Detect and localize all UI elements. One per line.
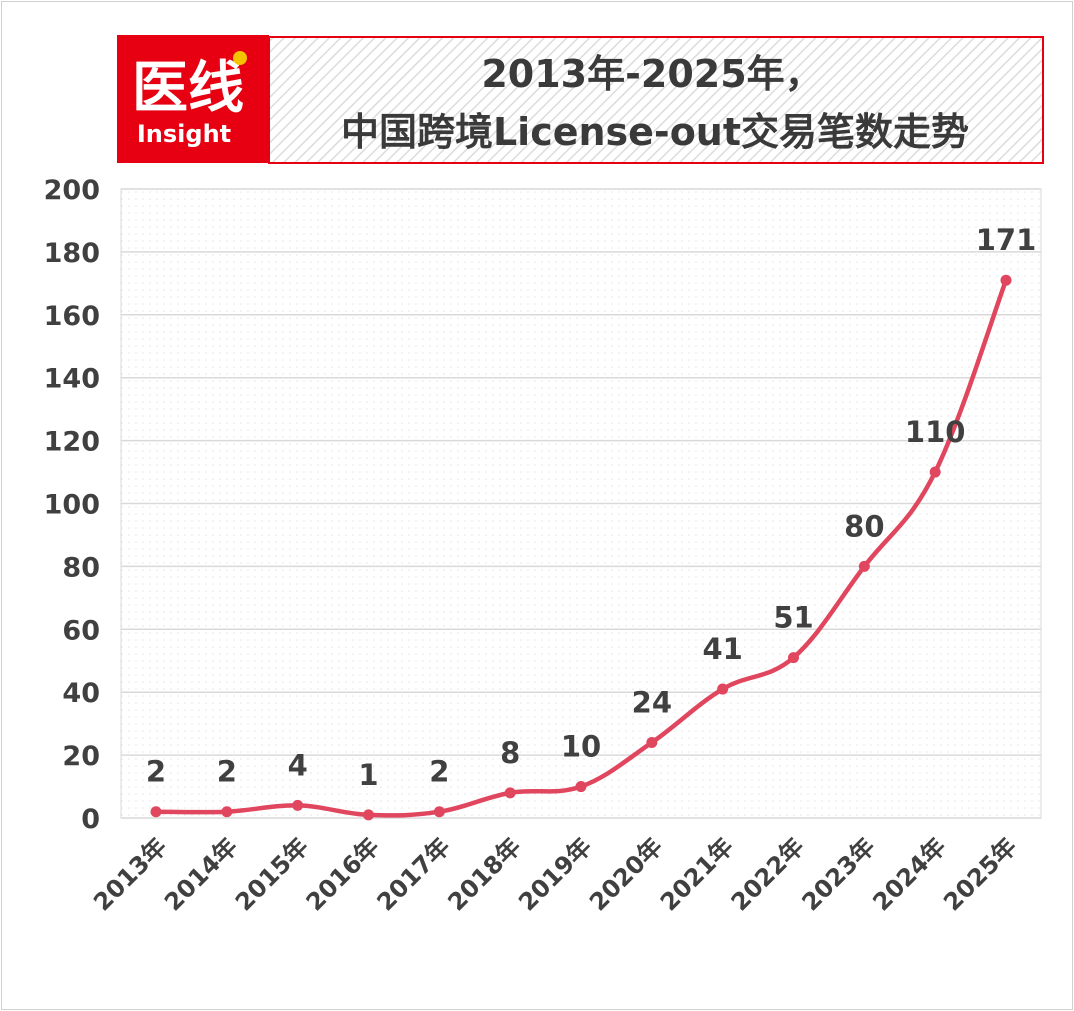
data-point [717,683,729,695]
x-tick-label: 2024年 [867,832,951,916]
logo-en-text: Insight [137,120,231,148]
x-tick-label: 2022年 [726,832,810,916]
logo-dot-icon [233,51,247,65]
y-tick-label: 80 [62,552,100,583]
chart-title-line2: 中国跨境License-out交易笔数走势 [341,110,969,154]
x-tick-label: 2018年 [442,832,526,916]
y-tick-label: 20 [62,741,100,772]
gridlines [121,188,1041,819]
data-label: 51 [773,601,813,635]
data-points [150,274,1012,821]
series-line [155,279,1009,818]
chart-title-box: 2013年-2025年， 中国跨境License-out交易笔数走势 [268,36,1044,164]
y-tick-label: 60 [62,615,100,646]
x-tick-label: 2016年 [301,832,385,916]
data-label: 41 [702,632,742,666]
data-label: 171 [976,223,1037,257]
data-label: 110 [905,415,966,449]
data-point [292,799,304,811]
x-tick-label: 2019年 [513,832,597,916]
x-tick-label: 2013年 [88,832,172,916]
chart-title-line1: 2013年-2025年， [481,52,822,96]
data-point [150,806,162,818]
data-point [788,652,799,664]
data-point [1000,274,1012,286]
title-background [268,36,1044,164]
series-path [155,279,1009,818]
data-point [646,737,658,749]
y-tick-label: 0 [81,804,100,835]
y-tick-label: 160 [44,301,100,332]
x-tick-label: 2021年 [655,832,739,916]
data-point [433,806,445,818]
x-tick-label: 2025年 [938,832,1022,916]
x-tick-label: 2015年 [230,832,314,916]
data-label: 10 [561,730,601,764]
data-point [575,781,587,793]
data-label: 8 [500,736,520,770]
data-point [929,466,941,478]
y-axis: 0 20 40 60 80 100 120 140 160 180 200 [44,175,100,835]
y-tick-label: 100 [44,490,100,521]
x-tick-label: 2023年 [797,832,881,916]
y-tick-label: 120 [44,427,100,458]
y-tick-label: 40 [62,678,100,709]
x-tick-label: 2014年 [159,832,243,916]
y-tick-label: 180 [44,238,100,269]
data-point [858,560,870,572]
data-point [221,806,233,818]
data-label: 80 [844,509,884,543]
y-tick-label: 140 [44,364,100,395]
data-label: 1 [358,758,378,792]
data-point [504,787,516,799]
data-label: 4 [288,748,308,782]
brand-logo: 医线 Insight [117,35,269,163]
x-tick-label: 2020年 [584,832,668,916]
x-tick-label: 2017年 [372,832,456,916]
y-tick-label: 200 [44,175,100,206]
data-point [363,809,374,821]
logo-cn-text: 医线 [132,56,244,121]
x-axis: 2013年2014年2015年2016年2017年2018年2019年2020年… [88,832,1022,916]
data-label: 24 [632,686,672,720]
data-label: 2 [217,755,237,789]
data-label: 2 [146,755,166,789]
data-label: 2 [429,755,449,789]
